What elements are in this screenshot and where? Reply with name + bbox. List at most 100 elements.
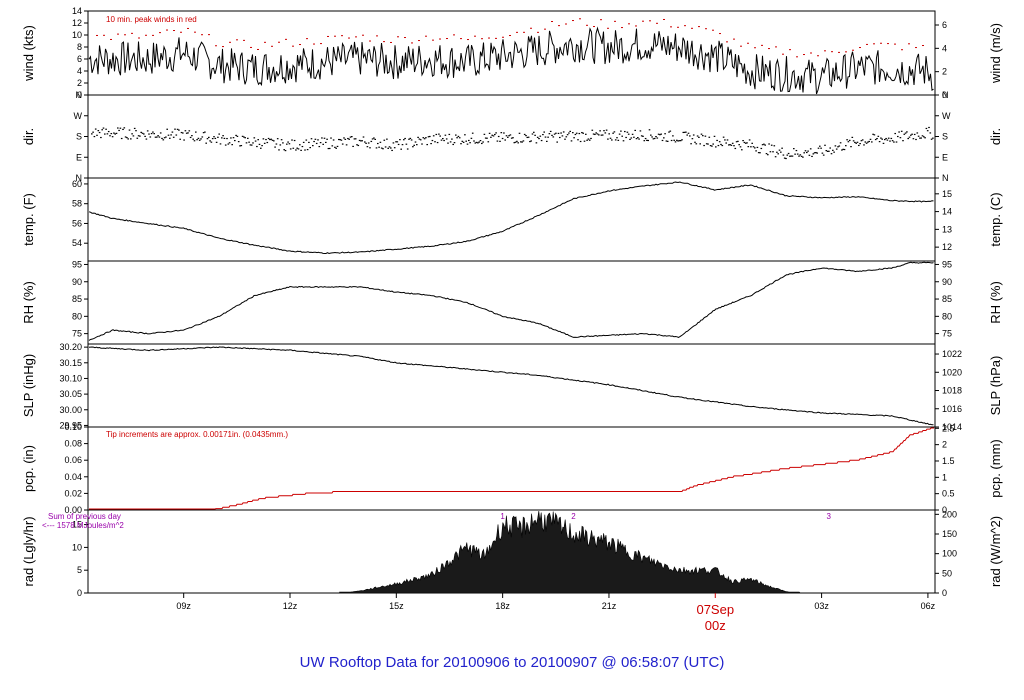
dir-point [850, 146, 852, 148]
dir-point [764, 144, 766, 146]
dir-point [659, 134, 661, 136]
dir-point [292, 147, 295, 149]
dir-point [802, 156, 804, 158]
peak-wind-point [453, 34, 455, 36]
dir-point [841, 149, 843, 151]
dir-point [789, 155, 791, 157]
dir-point [109, 135, 111, 137]
peak-wind-point [516, 31, 518, 33]
dir-point [256, 145, 258, 148]
dir-point [174, 128, 176, 130]
left-tick-label-slp: 30.20 [59, 342, 82, 352]
dir-point [612, 132, 614, 134]
dir-point [101, 129, 103, 131]
dir-point [165, 136, 167, 138]
right-tick-label-rad: 50 [942, 568, 952, 578]
dir-point [120, 137, 123, 140]
dir-point [377, 142, 379, 145]
dir-point [222, 135, 224, 137]
dir-point [275, 143, 278, 145]
x-tick-label: 18z [495, 601, 510, 611]
peak-wind-point [124, 34, 126, 36]
right-tick-label-slp: 1018 [942, 386, 962, 396]
dir-point [677, 140, 679, 142]
dir-point [156, 136, 158, 138]
dir-point [846, 139, 848, 141]
dir-point [456, 137, 458, 139]
dir-point [516, 140, 518, 142]
dir-point [672, 135, 674, 137]
dir-point [746, 142, 748, 144]
right-tick-label-pcp: 1 [942, 472, 947, 482]
peak-wind-point [173, 30, 175, 32]
dir-point [728, 144, 730, 146]
dir-point [874, 138, 877, 141]
dir-point [331, 145, 334, 147]
dir-point [917, 135, 920, 137]
y-axis-label-right-rad: rad (W/m^2) [988, 516, 1003, 587]
dir-point [787, 152, 790, 155]
left-tick-label-wind: 12 [72, 18, 82, 28]
dir-point [201, 136, 204, 138]
peak-wind-point [327, 35, 329, 37]
dir-point [773, 145, 776, 147]
dir-point [651, 136, 653, 138]
left-tick-label-slp: 30.10 [59, 373, 82, 383]
left-tick-label-rh: 85 [72, 294, 82, 304]
left-tick-label-wind: 6 [77, 54, 82, 64]
dir-point [132, 135, 135, 137]
dir-point [832, 149, 834, 151]
dir-point [133, 127, 136, 130]
peak-wind-point [159, 32, 161, 34]
dir-point [854, 141, 856, 144]
dir-point [932, 137, 934, 139]
dir-point [856, 141, 859, 143]
dir-point [322, 143, 324, 145]
peak-wind-point [292, 45, 294, 47]
dir-point [609, 137, 612, 139]
dir-point [209, 140, 211, 142]
dir-point [369, 147, 371, 149]
dir-point [800, 155, 803, 157]
dir-point [440, 139, 443, 141]
dir-point [815, 151, 817, 154]
dir-point [843, 148, 846, 151]
dir-point [379, 141, 382, 143]
dir-point [700, 133, 703, 135]
peak-wind-point [761, 44, 763, 46]
dir-point [538, 137, 540, 140]
peak-wind-point [229, 41, 231, 43]
dir-point [669, 130, 672, 132]
dir-point [837, 146, 839, 148]
dir-point [315, 142, 318, 145]
dir-point [182, 132, 184, 134]
panel-temp: 54 56 58 60 12 13 14 15 temp. (F) temp. (C) [21, 177, 1003, 262]
x-tick-label: 21z [602, 601, 617, 611]
dir-point [716, 139, 718, 142]
dir-point [582, 132, 584, 134]
left-tick-label-temp: 60 [72, 179, 82, 189]
dir-point [861, 139, 864, 141]
peak-wind-point [495, 37, 497, 39]
x-axis: 09z 12z 15z 18z 21z 03z 06z [176, 593, 936, 611]
dir-point [308, 141, 310, 144]
dir-point [884, 138, 886, 141]
dir-point [475, 141, 478, 144]
dir-point [487, 141, 490, 143]
dir-point [438, 133, 440, 135]
dir-point [596, 133, 599, 135]
peak-wind-point [789, 49, 791, 51]
dir-point [691, 138, 694, 140]
peak-wind-point [208, 34, 210, 36]
right-tick-label-wind: 2 [942, 67, 947, 77]
slp-line [88, 346, 934, 426]
y-axis-label-right-slp: SLP (hPa) [988, 356, 1003, 416]
right-tick-label-rad: 0 [942, 588, 947, 598]
dir-point [692, 134, 695, 136]
dir-point [348, 138, 350, 140]
right-tick-label-temp: 12 [942, 242, 952, 252]
dir-point [92, 131, 94, 133]
left-tick-label-slp: 30.15 [59, 358, 82, 368]
peak-wind-point [439, 38, 441, 40]
peak-wind-point [117, 33, 119, 35]
